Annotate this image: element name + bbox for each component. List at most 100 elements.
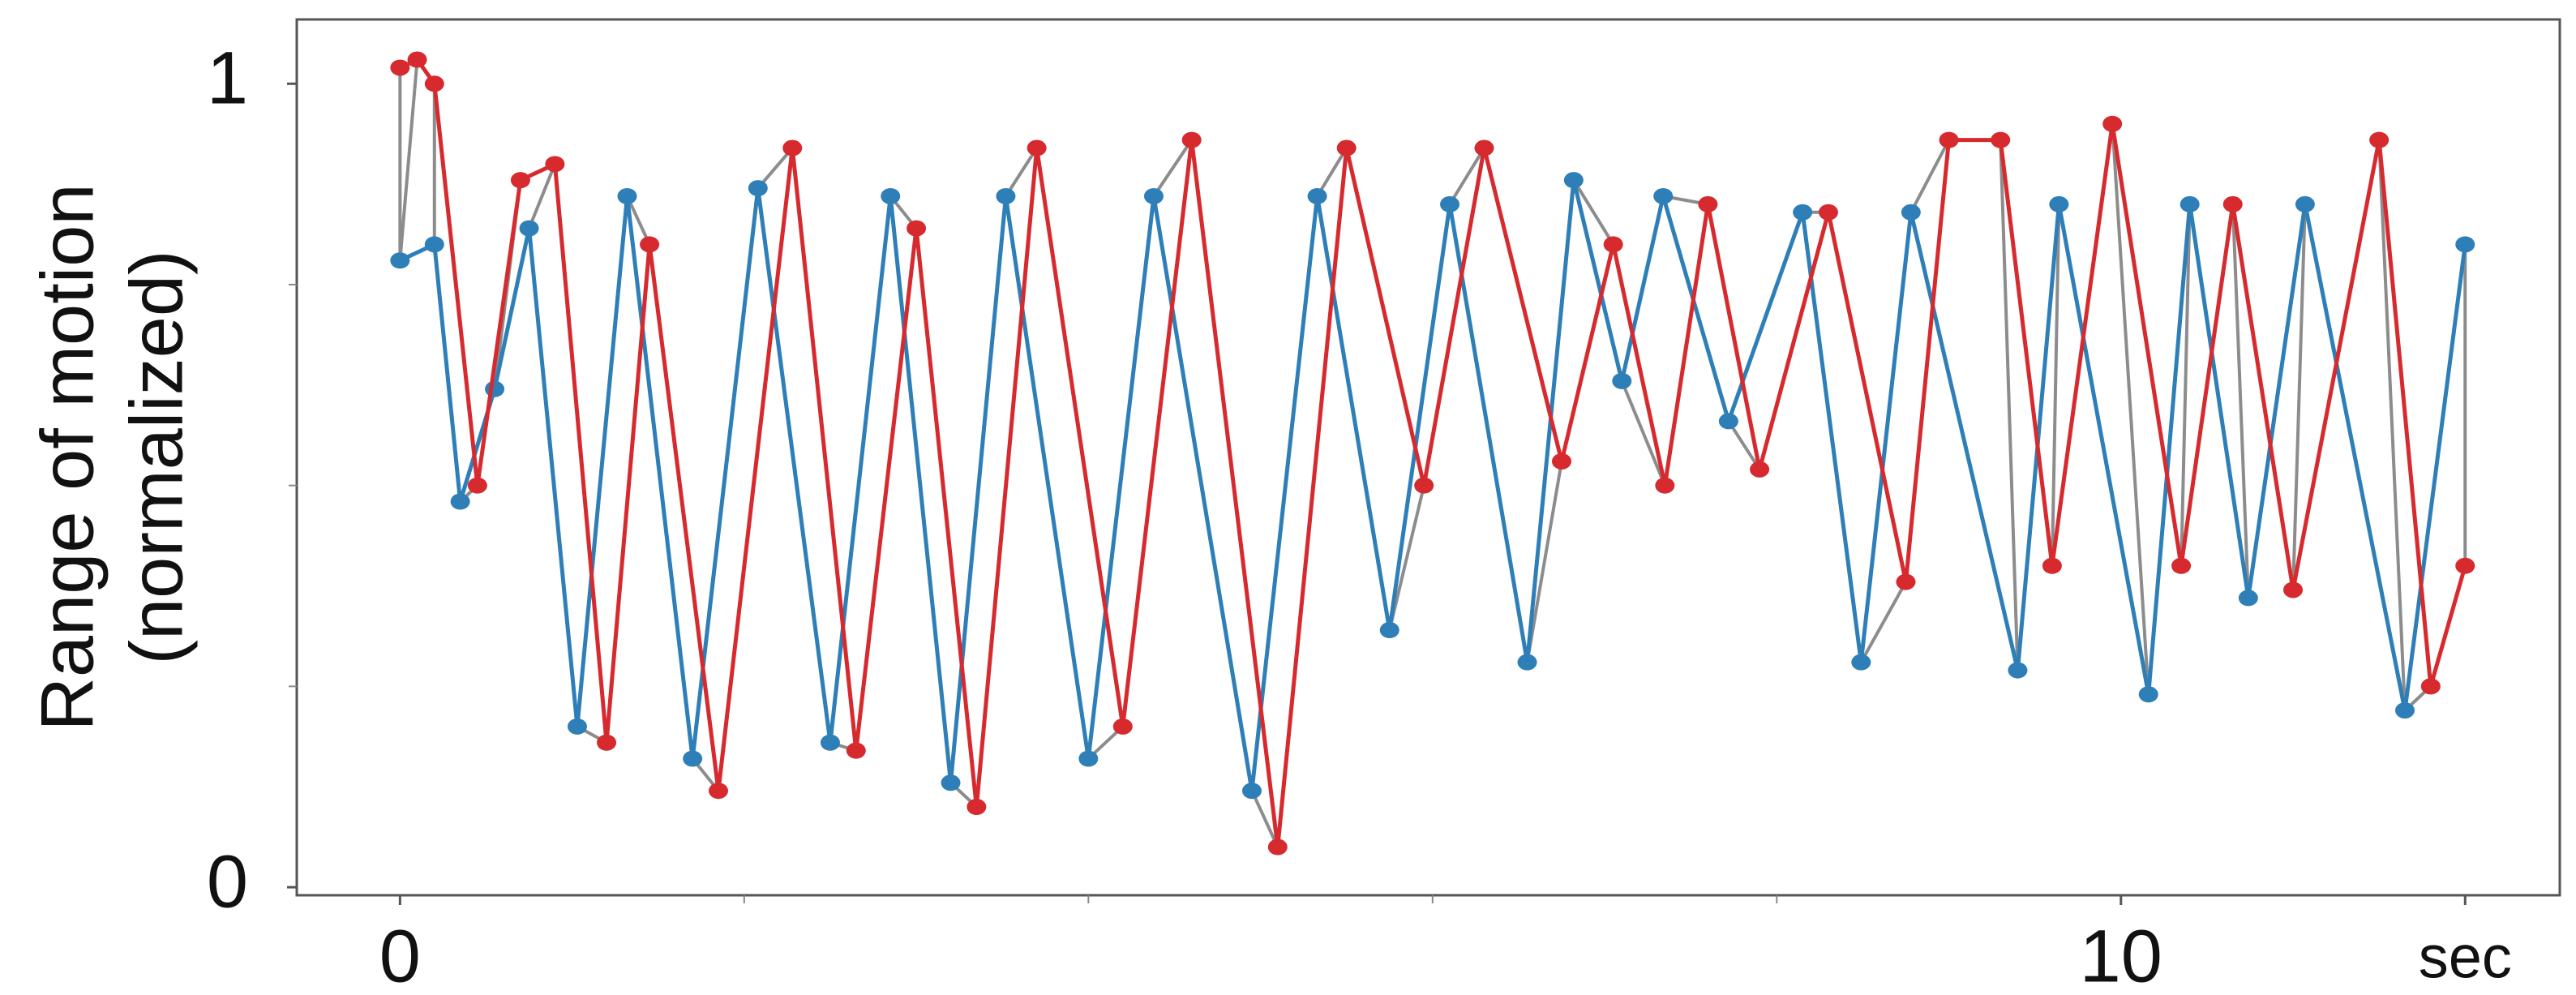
point <box>390 252 410 269</box>
alignment-line <box>1315 147 1348 198</box>
alignment-line <box>1250 790 1279 848</box>
alignment-line <box>2111 123 2150 695</box>
point <box>2369 131 2390 148</box>
point <box>1612 372 1632 389</box>
point <box>1112 718 1133 735</box>
point <box>450 493 470 510</box>
point <box>2180 195 2200 212</box>
alignment-line <box>1727 420 1761 470</box>
point <box>881 187 901 204</box>
point <box>617 187 637 204</box>
point <box>1027 139 1047 157</box>
alignment-line <box>1387 485 1426 631</box>
point <box>2102 115 2123 132</box>
point <box>424 75 444 92</box>
y-axis-label: Range of motion <box>26 183 109 731</box>
point <box>1267 838 1288 856</box>
y-tick-label: 0 <box>207 840 248 923</box>
alignment-line <box>2050 204 2061 566</box>
alignment-line <box>527 163 557 229</box>
point <box>2455 236 2475 253</box>
point <box>2394 702 2415 719</box>
point <box>519 220 539 237</box>
point <box>1307 187 1327 204</box>
plot-frame <box>295 18 2561 897</box>
point <box>1991 131 2011 148</box>
point <box>640 236 660 253</box>
alignment-line <box>1004 147 1039 198</box>
point <box>1818 204 1838 221</box>
point <box>1698 195 1718 212</box>
point <box>1793 204 1813 221</box>
point <box>567 718 587 735</box>
point <box>1078 750 1099 767</box>
point <box>708 783 728 800</box>
point <box>2420 678 2441 695</box>
point <box>467 477 487 494</box>
point <box>1379 622 1399 639</box>
point <box>2008 662 2028 679</box>
alignment-line <box>1999 139 2020 671</box>
point <box>390 59 410 76</box>
point <box>1896 573 1916 590</box>
alignment-line <box>625 195 651 246</box>
point <box>748 180 768 197</box>
point <box>1517 654 1537 671</box>
point <box>597 734 617 751</box>
alignment-line <box>1572 179 1615 246</box>
point <box>485 380 505 397</box>
y-tick-label: 1 <box>207 37 248 120</box>
y-axis-label: (normalized) <box>115 250 198 664</box>
point <box>2295 195 2315 212</box>
point <box>2455 557 2475 574</box>
point <box>1440 195 1460 212</box>
point <box>1241 783 1262 800</box>
alignment-line <box>1152 139 1194 198</box>
point <box>1655 477 1675 494</box>
alignment-line <box>398 59 419 261</box>
point <box>2042 557 2062 574</box>
point <box>967 799 987 816</box>
point <box>1143 187 1164 204</box>
point <box>1718 413 1738 430</box>
alignment-line <box>1620 380 1667 487</box>
point <box>510 172 530 189</box>
alignment-line <box>1448 147 1486 205</box>
point <box>2283 581 2304 598</box>
series-line <box>399 57 2467 847</box>
point <box>683 750 703 767</box>
alignment-line <box>1859 581 1908 663</box>
point <box>1851 654 1871 671</box>
alignment-line <box>1525 461 1563 663</box>
point <box>1939 131 1959 148</box>
point <box>1551 452 1571 470</box>
point <box>820 734 840 751</box>
point <box>1563 172 1584 189</box>
point <box>2238 590 2258 607</box>
point <box>1603 236 1623 253</box>
point <box>1336 139 1357 157</box>
alignment-line <box>1909 139 1951 213</box>
alignment-line <box>2180 204 2192 566</box>
x-tick-label: sec <box>2419 924 2512 991</box>
point <box>424 236 444 253</box>
point <box>1901 204 1921 221</box>
point <box>1474 139 1494 157</box>
x-tick-label: 0 <box>379 915 421 995</box>
point <box>907 220 927 237</box>
alignment-line <box>757 147 794 190</box>
point <box>846 742 866 759</box>
point <box>1414 477 1434 494</box>
alignment-line <box>2377 139 2407 711</box>
point <box>2222 195 2243 212</box>
point <box>545 156 565 173</box>
point <box>2171 557 2192 574</box>
point <box>782 139 803 157</box>
point <box>1181 131 1202 148</box>
point <box>1653 187 1674 204</box>
point <box>996 187 1016 204</box>
point <box>2138 686 2158 703</box>
alignment-line <box>2231 204 2250 598</box>
point <box>941 774 961 791</box>
x-tick-label: 10 <box>2080 915 2162 995</box>
